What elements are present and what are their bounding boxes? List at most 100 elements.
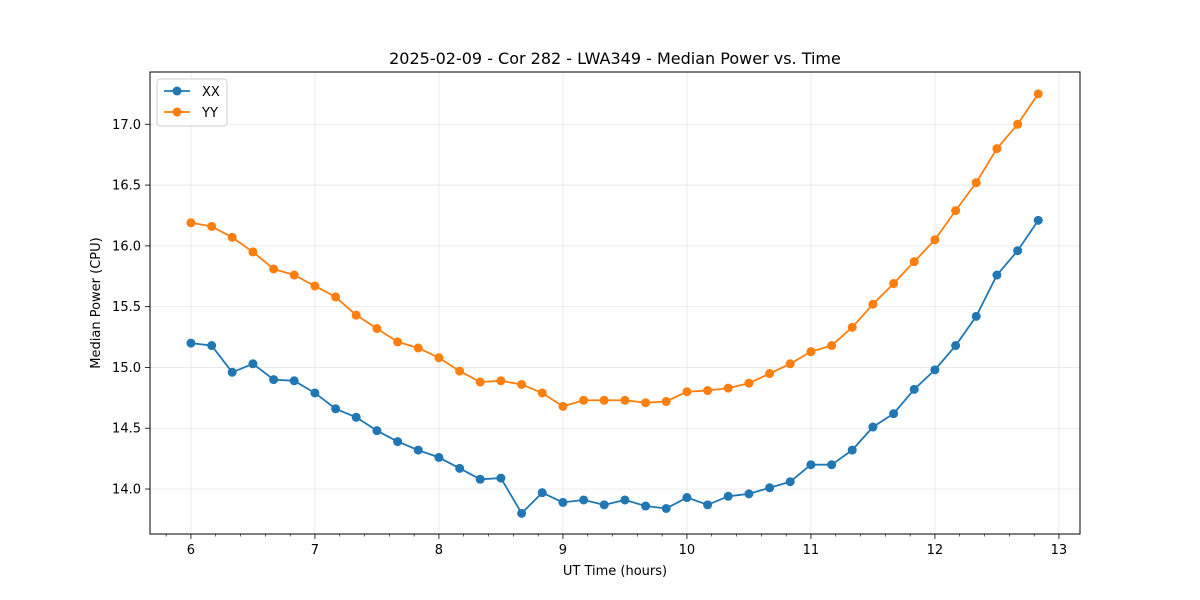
series-xx-point: [537, 488, 547, 498]
x-axis-label: UT Time (hours): [563, 564, 667, 579]
series-yy-point: [641, 398, 651, 408]
series-yy-point: [310, 281, 320, 291]
series-yy: [186, 89, 1043, 411]
series-yy-point: [496, 376, 506, 386]
series-yy-point: [620, 395, 630, 405]
series-xx-point: [579, 495, 589, 505]
series-xx-point: [434, 452, 444, 462]
series-yy-point: [434, 353, 444, 363]
series-yy-point: [455, 366, 465, 376]
series-xx-point: [186, 338, 196, 348]
series-xx-point: [868, 422, 878, 432]
series-xx-point: [1033, 215, 1043, 225]
series-yy-point: [331, 292, 341, 302]
chart-title: 2025-02-09 - Cor 282 - LWA349 - Median P…: [389, 49, 841, 68]
series-yy-point: [372, 324, 382, 334]
legend: XX YY: [156, 78, 228, 127]
series-yy-point: [661, 396, 671, 406]
y-axis: 14.0 14.5 15.0 15.5 16.0 16.5 17.0: [112, 118, 150, 498]
series-yy-point: [207, 221, 217, 231]
y-axis-label: Median Power (CPU): [89, 237, 104, 368]
plot-area-frame: [149, 71, 1081, 535]
x-axis: 6 7 8 9 10 11 12 13: [165, 534, 1068, 558]
series-yy-point: [599, 395, 609, 405]
series-yy-point: [971, 178, 981, 188]
x-tick-label: 6: [187, 543, 195, 558]
series-yy-point: [930, 235, 940, 245]
y-tick-label: 16.0: [112, 239, 141, 254]
series-xx-point: [413, 445, 423, 455]
series-xx-point: [455, 463, 465, 473]
series-xx-point: [393, 437, 403, 447]
series-yy-point: [517, 379, 527, 389]
series-xx-point: [992, 270, 1002, 280]
series-xx-point: [517, 508, 527, 518]
y-tick-label: 16.5: [112, 179, 141, 194]
legend-yy-marker: [172, 107, 182, 117]
series-xx-point: [351, 412, 361, 422]
series-xx-point: [744, 489, 754, 499]
series-yy-point: [827, 341, 837, 351]
series-xx-point: [889, 409, 899, 419]
series-xx-point: [765, 483, 775, 493]
series-xx-point: [331, 404, 341, 414]
series-yy-point: [703, 386, 713, 396]
series-xx-point: [475, 474, 485, 484]
x-tick-label: 9: [559, 543, 567, 558]
x-tick-label: 13: [1051, 543, 1068, 558]
series-xx-point: [248, 359, 258, 369]
series-yy-point: [723, 383, 733, 393]
series-xx-point: [496, 473, 506, 483]
series-yy-point: [868, 299, 878, 309]
series-yy-point: [1013, 119, 1023, 129]
series-yy-point: [992, 144, 1002, 154]
series-yy-point: [682, 387, 692, 397]
y-tick-label: 14.0: [112, 483, 141, 498]
y-tick-label: 14.5: [112, 422, 141, 437]
series-layer: [186, 89, 1043, 518]
x-tick-label: 11: [803, 543, 820, 558]
y-tick-label: 15.0: [112, 361, 141, 376]
series-xx-point: [827, 460, 837, 470]
series-xx-point: [227, 367, 237, 377]
series-yy-point: [909, 257, 919, 267]
series-xx: [186, 215, 1043, 518]
series-yy-point: [186, 218, 196, 228]
series-xx-point: [558, 497, 568, 507]
series-xx-point: [289, 376, 299, 386]
y-tick-label: 15.5: [112, 300, 141, 315]
series-xx-point: [723, 491, 733, 501]
series-yy-point: [744, 378, 754, 388]
series-xx-point: [951, 341, 961, 351]
series-yy-point: [248, 247, 258, 257]
series-xx-point: [641, 501, 651, 511]
series-xx-point: [682, 493, 692, 503]
x-tick-label: 7: [311, 543, 319, 558]
legend-xx-marker: [172, 86, 182, 96]
series-yy-point: [1033, 89, 1043, 99]
series-yy-point: [269, 264, 279, 274]
series-xx-point: [909, 384, 919, 394]
series-yy-point: [537, 388, 547, 398]
series-yy-point: [289, 270, 299, 280]
series-xx-point: [785, 477, 795, 487]
legend-yy-label: YY: [201, 106, 218, 121]
series-yy-point: [227, 232, 237, 242]
series-xx-point: [599, 500, 609, 510]
series-xx-point: [310, 388, 320, 398]
x-tick-label: 12: [927, 543, 944, 558]
series-yy-point: [558, 401, 568, 411]
series-xx-point: [703, 500, 713, 510]
series-xx-point: [1013, 246, 1023, 256]
x-tick-label: 10: [679, 543, 696, 558]
series-xx-point: [207, 341, 217, 351]
legend-xx-label: XX: [202, 85, 220, 100]
series-xx-point: [269, 375, 279, 385]
series-yy-point: [806, 347, 816, 357]
series-yy-point: [393, 337, 403, 347]
series-yy-point: [475, 377, 485, 387]
x-tick-label: 8: [435, 543, 443, 558]
series-yy-point: [579, 395, 589, 405]
series-yy-point: [951, 206, 961, 216]
